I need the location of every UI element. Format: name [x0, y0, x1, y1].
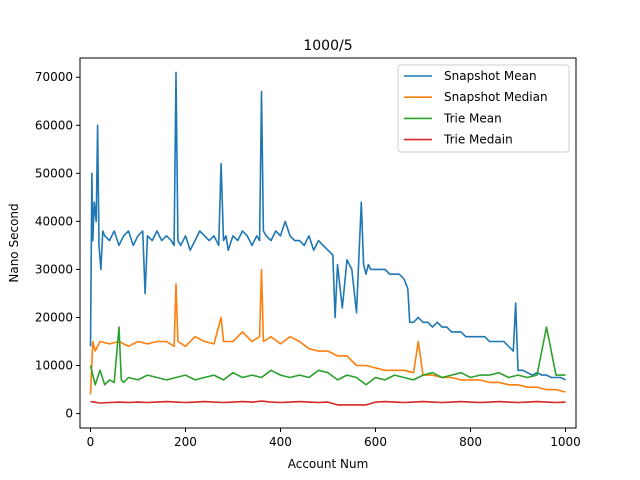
y-tick-label: 20000 — [35, 310, 73, 324]
x-tick-label: 400 — [269, 435, 292, 449]
legend-label: Snapshot Median — [444, 90, 548, 104]
x-axis-ticks: 0 200 400 600 800 1000 — [87, 428, 581, 449]
legend: Snapshot Mean Snapshot Median Trie Mean Tri… — [397, 64, 570, 153]
legend-label: Trie Mean — [443, 111, 502, 125]
y-tick-label: 30000 — [35, 262, 73, 276]
x-axis-label: Account Num — [288, 457, 369, 471]
x-tick-label: 1000 — [550, 435, 581, 449]
y-tick-label: 60000 — [35, 118, 73, 132]
plot-frame — [79, 57, 577, 429]
series-line-4 — [90, 400, 566, 406]
series-line-3 — [89, 326, 566, 386]
y-tick-label: 10000 — [35, 359, 73, 373]
legend-box — [397, 64, 570, 153]
y-tick-label: 40000 — [35, 214, 73, 228]
series-line-1 — [89, 71, 566, 381]
legend-label: Trie Medain — [443, 133, 513, 147]
y-axis-ticks: 0 10000 20000 30000 40000 50000 60000 70000 — [35, 70, 80, 421]
series-line-2 — [89, 268, 566, 395]
legend-label: Snapshot Mean — [444, 69, 537, 83]
series-layer — [89, 71, 566, 406]
x-tick-label: 200 — [174, 435, 197, 449]
x-tick-label: 800 — [459, 435, 482, 449]
y-tick-label: 50000 — [35, 166, 73, 180]
chart-title: 1000/5 — [303, 38, 352, 54]
y-tick-label: 70000 — [35, 70, 73, 84]
x-tick-label: 0 — [87, 435, 95, 449]
x-tick-label: 600 — [364, 435, 387, 449]
y-tick-label: 0 — [65, 407, 73, 421]
y-axis-label: Nano Second — [7, 203, 21, 282]
